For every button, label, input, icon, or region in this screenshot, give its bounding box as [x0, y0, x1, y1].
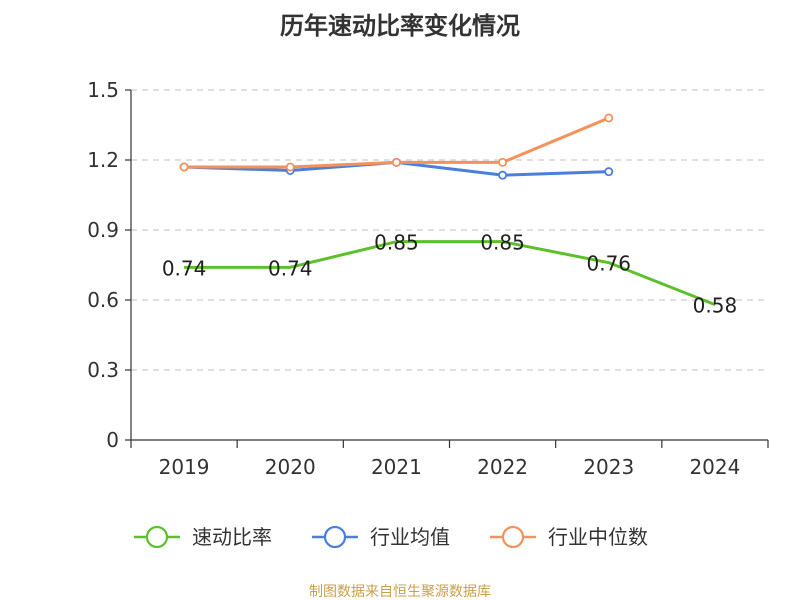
data-labels: 0.74 0.74 0.85 0.85 0.76 0.58	[162, 231, 737, 318]
data-point	[179, 162, 189, 172]
legend-item-0[interactable]: 速动比率	[134, 525, 272, 549]
source-note: 制图数据来自恒生聚源数据库	[309, 584, 491, 600]
x-tick-label: 2024	[689, 455, 740, 479]
data-point	[391, 157, 401, 167]
gridlines	[131, 89, 768, 371]
x-tick-label: 2023	[583, 455, 634, 479]
y-tick-label: 0.3	[87, 358, 119, 382]
legend-marker	[323, 525, 347, 549]
data-label: 0.58	[693, 294, 738, 318]
series-0	[184, 240, 716, 307]
y-tick-label: 1.2	[87, 148, 119, 172]
data-label: 0.76	[586, 252, 631, 276]
x-axis-ticks: 2019 2020 2021 2022 2023 2024	[130, 440, 769, 479]
data-label: 0.74	[268, 256, 313, 280]
data-point	[604, 167, 614, 177]
series-layer	[179, 113, 716, 307]
data-point	[604, 113, 614, 123]
legend-marker	[145, 525, 169, 549]
x-tick-label: 2021	[371, 455, 422, 479]
data-point	[285, 162, 295, 172]
x-tick-label: 2019	[159, 455, 210, 479]
y-tick-label: 1.5	[87, 78, 119, 102]
series-line	[184, 240, 716, 307]
legend[interactable]: 速动比率 行业均值 行业中位数	[134, 525, 648, 549]
x-tick-label: 2020	[265, 455, 316, 479]
legend-label: 行业均值	[370, 525, 450, 549]
legend-item-1[interactable]: 行业均值	[312, 525, 450, 549]
legend-marker	[501, 525, 525, 549]
x-tick-label: 2022	[477, 455, 528, 479]
y-tick-label: 0.9	[87, 218, 119, 242]
data-label: 0.74	[162, 256, 207, 280]
series-2	[179, 113, 614, 172]
y-tick-label: 0	[106, 428, 119, 452]
data-label: 0.85	[374, 231, 419, 255]
data-label: 0.85	[480, 231, 525, 255]
data-point	[498, 157, 508, 167]
y-axis-ticks: 0 0.3 0.6 0.9 1.2 1.5	[87, 78, 131, 452]
axes	[130, 90, 768, 441]
legend-label: 速动比率	[192, 525, 272, 549]
legend-item-2[interactable]: 行业中位数	[490, 525, 648, 549]
data-point	[498, 170, 508, 180]
y-tick-label: 0.6	[87, 288, 119, 312]
chart-title: 历年速动比率变化情况	[280, 12, 520, 40]
legend-label: 行业中位数	[548, 525, 648, 549]
